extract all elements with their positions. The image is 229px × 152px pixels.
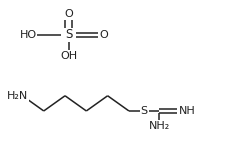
Text: O: O — [99, 30, 108, 40]
Text: NH: NH — [179, 106, 195, 116]
Text: S: S — [65, 28, 72, 41]
Text: HO: HO — [19, 30, 36, 40]
Text: O: O — [64, 9, 73, 19]
Text: OH: OH — [60, 51, 77, 61]
Text: NH₂: NH₂ — [149, 121, 170, 131]
Text: H₂N: H₂N — [7, 91, 28, 101]
Text: S: S — [141, 106, 148, 116]
